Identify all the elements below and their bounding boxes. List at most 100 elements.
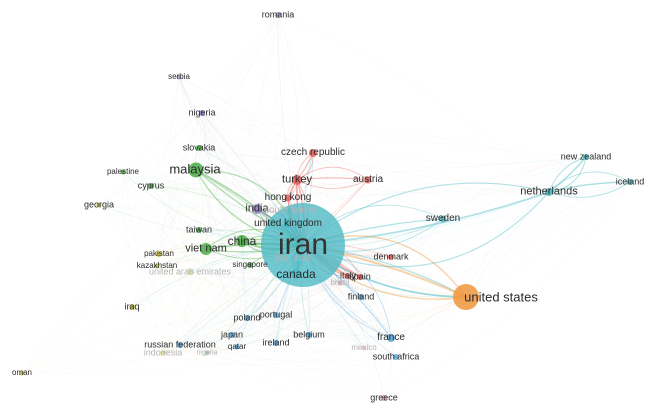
network-edge [158,76,188,255]
network-node[interactable] [204,350,210,356]
network-node[interactable] [357,274,363,280]
network-node[interactable] [236,235,248,247]
network-node[interactable] [273,312,279,318]
network-edge [548,181,631,198]
network-edge [465,181,631,298]
network-node[interactable] [291,269,301,279]
network-node[interactable] [275,12,281,18]
network-node[interactable] [196,145,202,151]
network-node[interactable] [453,284,479,310]
network-node[interactable] [261,203,345,287]
network-edge [189,271,361,281]
network-edge [241,240,277,316]
network-edge [131,296,467,336]
network-edge [122,171,392,258]
network-edge [296,179,550,195]
network-edge [195,14,279,171]
network-edge [98,169,197,206]
network-node[interactable] [120,169,126,175]
network-edge [189,179,298,273]
network-edge [131,112,203,308]
network-node[interactable] [627,179,633,185]
network-node[interactable] [176,74,182,80]
network-node[interactable] [252,204,262,214]
network-node[interactable] [284,220,292,228]
network-edge [162,156,587,354]
network-node[interactable] [361,345,367,351]
network-node[interactable] [381,395,387,401]
network-edge [122,171,164,354]
network-node[interactable] [292,175,302,185]
network-node[interactable] [160,350,166,356]
network-node[interactable] [545,188,553,196]
network-node[interactable] [129,304,135,310]
network-node[interactable] [284,194,292,202]
network-edge [178,76,392,339]
network-node[interactable] [289,256,295,262]
network-node[interactable] [309,149,317,157]
network-node[interactable] [200,243,212,255]
network-node[interactable] [388,254,394,260]
network-node[interactable] [229,332,235,338]
network-node[interactable] [247,262,253,268]
network-edge [206,352,397,370]
network-node[interactable] [337,280,343,286]
network-edge [162,256,392,354]
network-edge [198,147,587,168]
network-edge [277,14,298,199]
network-edge [296,179,369,189]
network-node[interactable] [187,269,193,275]
network-edge [231,240,244,336]
network-edge [122,171,248,319]
network-edge [548,156,587,193]
network-node[interactable] [177,342,183,348]
network-edge [131,181,631,308]
network-node[interactable] [364,176,372,184]
network-edge [156,112,203,267]
network-node[interactable] [583,154,589,160]
network-edge [179,181,631,346]
network-edge [131,152,314,308]
network-edge [201,112,369,181]
network-edge [296,179,397,358]
network-edge [158,253,238,348]
network-edge [206,335,392,354]
network-edge [256,179,369,210]
network-edge [206,181,631,354]
network-edge [21,240,243,374]
network-node[interactable] [199,110,205,116]
network-edge [275,282,341,344]
network-node[interactable] [148,183,154,189]
network-edge [275,181,631,316]
network-node[interactable] [387,334,395,342]
network-node[interactable] [287,208,293,214]
network-node[interactable] [439,215,447,223]
network-node[interactable] [306,332,312,338]
network-node[interactable] [234,344,240,350]
network-node[interactable] [96,202,102,208]
network-node[interactable] [154,263,160,269]
network-edge [158,152,314,255]
network-node[interactable] [19,370,25,376]
network-node[interactable] [358,294,364,300]
network-edge [308,218,444,336]
network-node[interactable] [244,315,250,321]
network-node[interactable] [188,162,204,178]
network-node[interactable] [393,354,399,360]
network-node[interactable] [156,251,162,257]
network-edge [179,264,251,346]
network-edge [150,185,385,399]
network-edge [275,296,467,323]
network-node[interactable] [345,273,351,279]
network-node[interactable] [196,227,202,233]
network-node[interactable] [273,340,279,346]
network-edge [363,256,392,349]
network-edge [179,317,248,346]
network-edge [246,316,365,349]
network-edge [150,185,191,273]
network-edge [150,152,314,187]
network-edge [275,314,392,339]
network-edge [179,156,587,346]
